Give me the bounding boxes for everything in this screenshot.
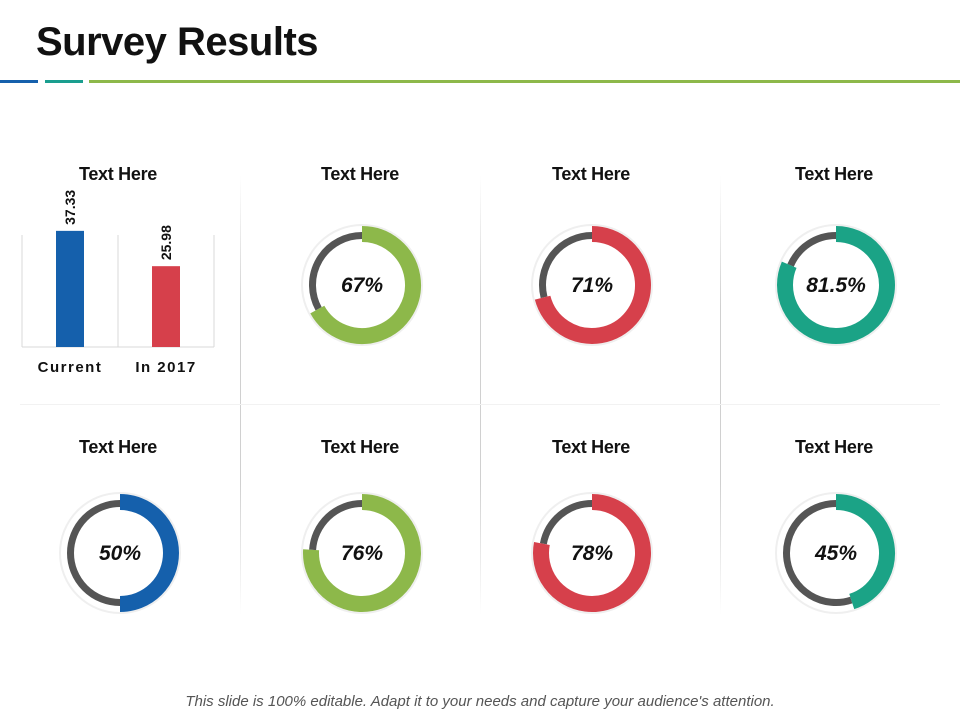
donut-value-arc	[119, 494, 179, 612]
donut-remainder	[539, 500, 593, 545]
donut-chart: 67%	[301, 224, 423, 346]
donut-value-label: 71%	[571, 274, 613, 297]
donut-remainder	[309, 232, 363, 311]
bar	[152, 266, 180, 347]
panel-title: Text Here	[320, 437, 399, 457]
panel-title: Text Here	[794, 164, 873, 184]
bar-value-label: 25.98	[158, 225, 174, 260]
donut-shadow	[301, 224, 423, 346]
donut-shadow	[775, 224, 897, 346]
page-title: Survey Results	[36, 20, 319, 64]
grid-divider	[240, 175, 241, 615]
donut-shadow	[531, 492, 653, 614]
bar-value-label: 37.33	[62, 190, 78, 225]
donut-remainder	[787, 232, 837, 267]
donut-value-arc	[533, 494, 651, 612]
donut-shadow	[301, 492, 423, 614]
panel-title: Text Here	[78, 164, 157, 184]
donut-chart: 45%	[775, 492, 897, 614]
grid-divider	[720, 175, 721, 615]
title-rule-blue	[0, 80, 38, 83]
donut-chart: 71%	[531, 224, 653, 346]
donut-value-arc	[835, 494, 895, 610]
grid-divider	[480, 175, 481, 615]
donut-value-arc	[310, 226, 421, 344]
donut-shadow	[775, 492, 897, 614]
donut-value-label: 81.5%	[806, 274, 866, 297]
donut-shadow	[531, 224, 653, 346]
donut-chart: 78%	[531, 492, 653, 614]
bar-chart: 37.33 Current 25.98 In 2017	[21, 190, 215, 376]
donut-value-label: 67%	[341, 274, 383, 297]
title-rule-teal	[45, 80, 83, 83]
panel-title: Text Here	[551, 437, 630, 457]
grid-divider	[20, 404, 940, 405]
donut-shadow	[59, 492, 181, 614]
category-label: Current	[38, 359, 103, 376]
donut-value-arc	[534, 226, 651, 344]
donut-value-label: 50%	[99, 542, 141, 565]
title-rule-green	[89, 80, 960, 83]
bar	[56, 230, 84, 347]
panel-title: Text Here	[551, 164, 630, 184]
panel-title: Text Here	[78, 437, 157, 457]
donut-value-label: 78%	[571, 542, 613, 565]
donut-value-label: 45%	[814, 542, 857, 565]
panel-title: Text Here	[794, 437, 873, 457]
panel-title: Text Here	[320, 164, 399, 184]
donut-remainder	[309, 500, 363, 551]
footer-note: This slide is 100% editable. Adapt it to…	[185, 693, 775, 710]
donut-chart: 50%	[59, 492, 181, 614]
donut-remainder	[783, 500, 853, 606]
category-label: In 2017	[135, 359, 196, 376]
donut-value-arc	[777, 226, 895, 344]
donut-value-label: 76%	[341, 542, 383, 565]
donut-remainder	[67, 500, 121, 606]
donut-chart: 81.5%	[775, 224, 897, 346]
donut-value-arc	[303, 494, 421, 612]
donut-remainder	[539, 232, 593, 299]
donut-chart: 76%	[301, 492, 423, 614]
